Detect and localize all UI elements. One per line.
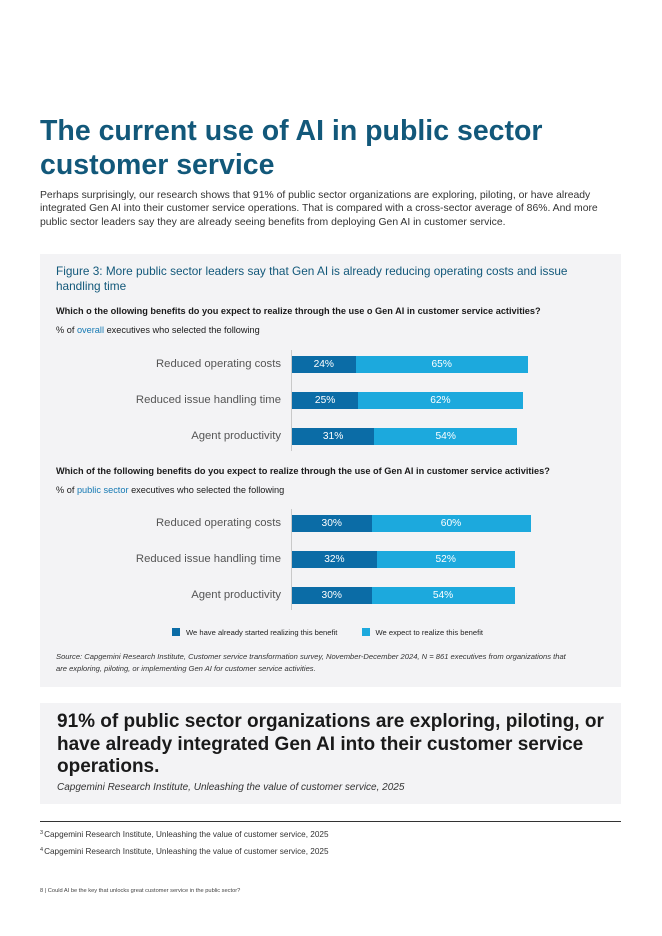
bar-segment-expected: 60% bbox=[371, 515, 531, 532]
data-label: 65% bbox=[431, 359, 452, 370]
chart-1-subtitle-suffix: executives who selected the following bbox=[104, 325, 260, 335]
data-label: 32% bbox=[324, 554, 345, 565]
legend-swatch-expected bbox=[361, 628, 370, 636]
bar-segment-realized: 30% bbox=[292, 515, 372, 532]
figure-title: Figure 3: More public sector leaders say… bbox=[56, 264, 568, 293]
bar-segment-expected: 54% bbox=[371, 587, 515, 604]
data-label: 30% bbox=[321, 590, 342, 601]
category-label: Agent productivity bbox=[191, 589, 281, 601]
category-label: Reduced issue handling time bbox=[135, 553, 281, 565]
chart-1-subtitle: % of overall executives who selected the… bbox=[56, 325, 260, 335]
footnote-3-text: Capgemini Research Institute, Unleashing… bbox=[44, 830, 329, 839]
data-label: 62% bbox=[430, 395, 451, 406]
data-label: 24% bbox=[313, 359, 334, 370]
figure-source: Source: Capgemini Research Institute, Cu… bbox=[56, 652, 566, 673]
footnote-4: 4Capgemini Research Institute, Unleashin… bbox=[40, 847, 329, 856]
bar-segment-realized: 25% bbox=[292, 392, 359, 409]
chart-legend: We have already started realizing this b… bbox=[172, 628, 505, 637]
data-label: 31% bbox=[322, 431, 344, 442]
bar-segment-expected: 62% bbox=[358, 392, 523, 409]
chart-axis-line bbox=[291, 509, 292, 610]
chart-public-sector: Reduced operating costs 30% 60% Reduced iss… bbox=[40, 509, 621, 614]
legend-label-realized: We have already started realizing this b… bbox=[186, 628, 338, 637]
data-label: 54% bbox=[432, 590, 454, 601]
chart-2-subtitle-prefix: % of bbox=[56, 485, 77, 495]
chart-1-subtitle-highlight: overall bbox=[76, 325, 105, 335]
bar-segment-expected: 65% bbox=[355, 356, 528, 373]
figure-panel: Figure 3: More public sector leaders say… bbox=[40, 254, 621, 687]
footnote-4-text: Capgemini Research Institute, Unleashing… bbox=[44, 847, 329, 856]
callout-quote: 91% of public sector organizations are e… bbox=[57, 711, 604, 777]
chart-overall: Reduced operating costs 24% 65% Reduced iss… bbox=[40, 350, 621, 451]
bar-segment-expected: 54% bbox=[374, 428, 518, 445]
chart-1-question: Which o the ollowing benefits do you exp… bbox=[56, 306, 541, 316]
bar-segment-realized: 30% bbox=[292, 587, 372, 604]
chart-1-subtitle-prefix: % of bbox=[56, 325, 77, 335]
bar-row: Reduced issue handling time 32% 52% bbox=[40, 551, 621, 568]
intro-paragraph: Perhaps surprisingly, our research shows… bbox=[40, 190, 598, 228]
category-label: Agent productivity bbox=[191, 430, 281, 442]
category-label: Reduced issue handling time bbox=[135, 394, 281, 406]
chart-2-question: Which of the following benefits do you e… bbox=[56, 466, 550, 476]
category-label: Reduced operating costs bbox=[156, 517, 281, 529]
data-label: 52% bbox=[435, 554, 456, 565]
chart-2-subtitle: % of public sector executives who select… bbox=[56, 485, 284, 495]
bar-row: Agent productivity 30% 54% bbox=[40, 587, 621, 604]
bar-segment-realized: 32% bbox=[292, 551, 377, 568]
footnote-3: 3Capgemini Research Institute, Unleashin… bbox=[40, 830, 329, 839]
data-label: 30% bbox=[321, 518, 342, 529]
callout-source: Capgemini Research Institute, Unleashing… bbox=[57, 782, 405, 793]
legend-item-realized: We have already started realizing this b… bbox=[172, 628, 337, 637]
footnote-divider bbox=[40, 821, 621, 822]
category-label: Reduced operating costs bbox=[156, 358, 281, 370]
chart-2-subtitle-highlight: public sector bbox=[76, 485, 129, 495]
bar-row: Reduced operating costs 24% 65% bbox=[40, 356, 621, 373]
legend-item-expected: We expect to realize this benefit bbox=[361, 628, 484, 637]
callout-box: 91% of public sector organizations are e… bbox=[40, 703, 621, 804]
page-title: The current use of AI in public sector c… bbox=[40, 115, 543, 181]
bar-row: Reduced operating costs 30% 60% bbox=[40, 515, 621, 532]
data-label: 25% bbox=[314, 395, 336, 406]
bar-row: Reduced issue handling time 25% 62% bbox=[40, 392, 621, 409]
footnote-4-number: 4 bbox=[40, 847, 44, 853]
data-label: 60% bbox=[440, 518, 462, 529]
bar-segment-realized: 24% bbox=[292, 356, 356, 373]
footnote-3-number: 3 bbox=[40, 830, 44, 836]
legend-swatch-realized bbox=[172, 628, 180, 636]
chart-axis-line bbox=[291, 350, 292, 451]
bar-row: Agent productivity 31% 54% bbox=[40, 428, 621, 445]
bar-segment-expected: 52% bbox=[376, 551, 515, 568]
chart-2-subtitle-suffix: executives who selected the following bbox=[128, 485, 285, 495]
data-label: 54% bbox=[435, 431, 456, 442]
bar-segment-realized: 31% bbox=[292, 428, 375, 445]
page-footer: 8 | Could AI be the key that unlocks gre… bbox=[40, 888, 241, 894]
legend-label-expected: We expect to realize this benefit bbox=[375, 628, 484, 637]
